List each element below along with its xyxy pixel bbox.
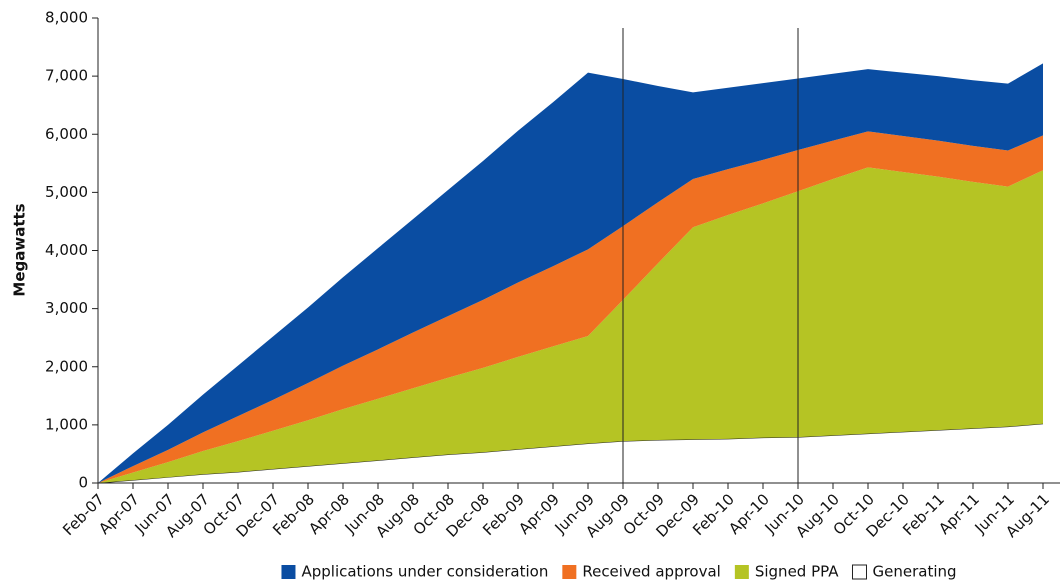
- legend-swatch: [734, 565, 749, 579]
- legend-label: Received approval: [582, 563, 721, 581]
- legend-label: Generating: [872, 563, 956, 581]
- area: [98, 63, 1043, 484]
- area: [98, 167, 1043, 483]
- y-tick-label: 1,000: [45, 415, 88, 433]
- legend-item: Signed PPA: [734, 563, 839, 581]
- legend: Applications under consideration Received…: [281, 563, 957, 581]
- legend-swatch: [562, 565, 577, 579]
- legend-label: Signed PPA: [755, 563, 839, 581]
- y-tick-label: 6,000: [45, 125, 88, 143]
- y-tick-label: 5,000: [45, 183, 88, 201]
- area: [98, 423, 1043, 483]
- y-tick-label: 4,000: [45, 241, 88, 259]
- y-tick-label: 2,000: [45, 357, 88, 375]
- y-tick-label: 7,000: [45, 67, 88, 85]
- y-tick-label: 3,000: [45, 299, 88, 317]
- legend-swatch: [281, 565, 296, 579]
- area: [98, 131, 1043, 483]
- y-axis-label: Megawatts: [11, 203, 29, 296]
- y-tick-label: 0: [78, 474, 88, 492]
- legend-swatch: [851, 564, 867, 580]
- legend-item: Received approval: [562, 563, 721, 581]
- legend-item: Generating: [851, 563, 957, 581]
- y-tick-label: 8,000: [45, 9, 88, 27]
- legend-label: Applications under consideration: [301, 563, 548, 581]
- legend-item: Applications under consideration: [281, 563, 548, 581]
